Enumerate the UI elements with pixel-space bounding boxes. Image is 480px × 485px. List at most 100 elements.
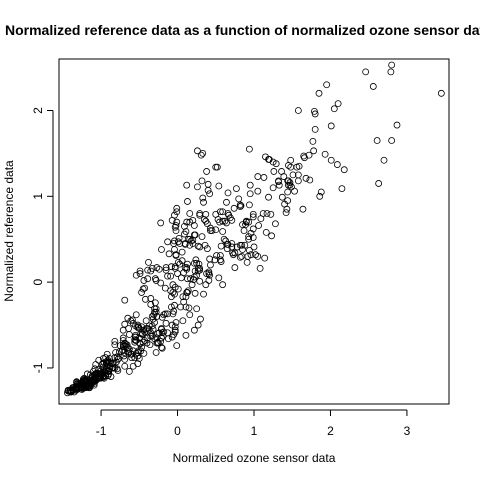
x-tick-label: 0	[174, 424, 181, 438]
data-point	[174, 285, 182, 293]
data-point	[268, 232, 275, 240]
data-point	[189, 216, 197, 224]
data-point	[142, 295, 149, 303]
data-point	[285, 177, 292, 185]
data-point	[233, 185, 240, 192]
y-tick-label: 2	[31, 107, 45, 114]
data-point	[216, 252, 224, 259]
data-point	[228, 216, 236, 224]
data-point	[121, 355, 129, 363]
data-point	[96, 374, 104, 382]
data-point	[265, 193, 272, 201]
data-point	[254, 187, 262, 195]
data-point	[388, 61, 396, 69]
data-point	[64, 387, 72, 395]
data-point	[92, 361, 100, 368]
data-point	[236, 253, 244, 261]
data-point	[196, 243, 204, 251]
data-point	[387, 68, 395, 76]
data-point	[91, 365, 99, 373]
data-point	[144, 275, 152, 283]
data-point	[131, 338, 139, 346]
data-point	[168, 216, 176, 224]
data-point	[128, 354, 136, 362]
data-point	[267, 210, 275, 218]
data-point	[275, 181, 283, 189]
data-point	[136, 267, 144, 275]
data-point	[170, 240, 178, 247]
data-point	[362, 68, 370, 76]
data-point	[162, 264, 170, 271]
data-point	[196, 264, 204, 272]
data-point	[205, 277, 213, 284]
data-point	[152, 305, 160, 313]
data-point	[142, 317, 150, 325]
data-point	[197, 315, 204, 323]
data-points	[64, 61, 445, 397]
data-point	[131, 336, 139, 344]
data-point	[193, 305, 201, 313]
data-point	[173, 208, 181, 216]
data-point	[437, 89, 445, 97]
data-point	[121, 296, 129, 304]
data-point	[190, 222, 198, 229]
data-point	[109, 364, 117, 372]
data-point	[200, 290, 207, 298]
data-point	[135, 347, 142, 355]
data-point	[83, 379, 91, 387]
y-axis: -1 0 1 2	[31, 107, 54, 373]
data-point	[183, 181, 191, 189]
data-point	[246, 145, 253, 153]
data-point	[177, 274, 185, 282]
data-point	[171, 323, 179, 331]
data-point	[221, 217, 229, 225]
data-point	[179, 317, 187, 325]
data-point	[153, 339, 161, 347]
data-point	[182, 293, 190, 301]
data-point	[230, 204, 238, 212]
data-point	[302, 174, 310, 182]
data-point	[137, 347, 145, 355]
data-point	[165, 250, 173, 258]
data-point	[151, 275, 159, 283]
data-point	[203, 245, 211, 253]
data-point	[136, 339, 144, 347]
data-point	[73, 382, 81, 390]
data-point	[176, 260, 184, 268]
data-point	[144, 266, 152, 274]
data-point	[169, 281, 177, 289]
data-point	[231, 264, 239, 271]
data-point	[169, 289, 177, 296]
data-point	[137, 330, 145, 338]
data-point	[249, 225, 257, 233]
data-point	[184, 289, 191, 296]
data-point	[164, 238, 171, 246]
data-point	[111, 354, 119, 362]
data-point	[158, 329, 166, 337]
data-point	[311, 110, 319, 118]
data-point	[213, 163, 221, 171]
data-point	[88, 373, 96, 380]
y-tick-label: -1	[31, 362, 45, 373]
data-point	[78, 383, 86, 391]
data-point	[173, 218, 181, 226]
x-tick-label: 1	[251, 424, 258, 438]
data-point	[269, 184, 277, 192]
data-point	[315, 89, 323, 97]
data-point	[141, 328, 149, 336]
data-point	[294, 107, 302, 114]
data-point	[196, 266, 204, 274]
data-point	[141, 284, 149, 292]
data-point	[228, 240, 236, 247]
data-point	[160, 328, 168, 336]
data-point	[136, 270, 144, 277]
chart-title: Normalized reference data as a function …	[5, 22, 480, 38]
data-point	[204, 180, 212, 188]
data-point	[334, 100, 342, 108]
data-point	[177, 303, 184, 311]
data-point	[239, 246, 246, 253]
data-point	[148, 332, 156, 340]
data-point	[212, 163, 220, 171]
